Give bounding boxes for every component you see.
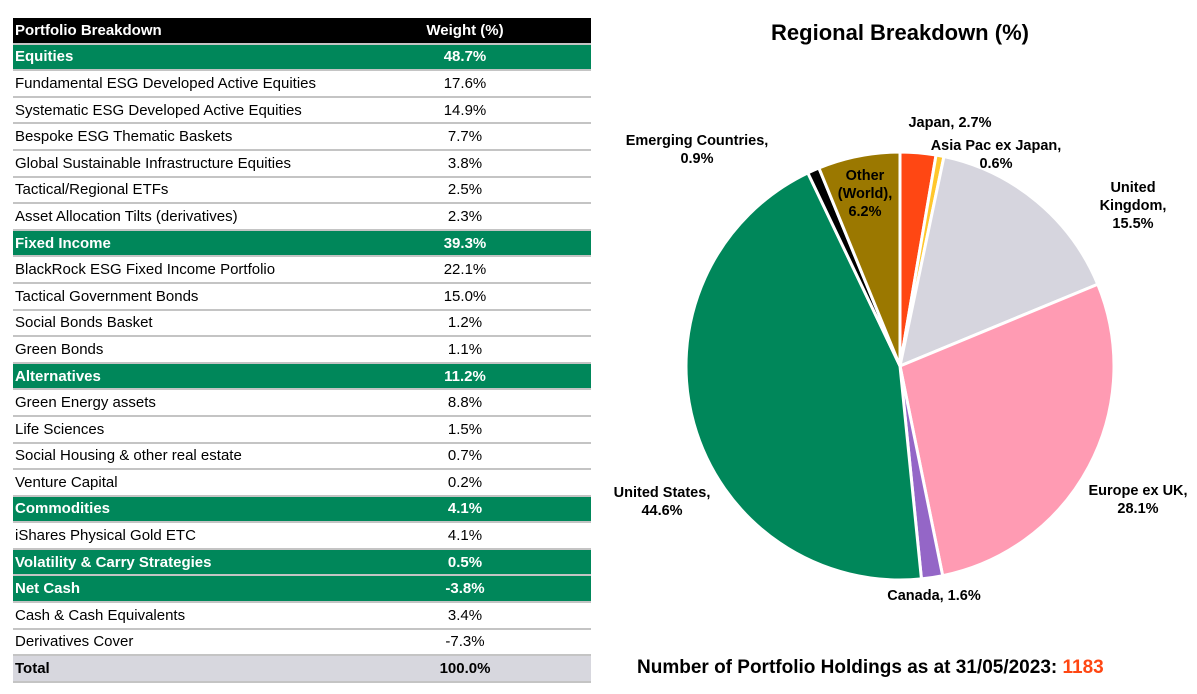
- pie-label-other-world: Other (World), 6.2%: [837, 168, 893, 220]
- pie-slice-united-states: [684, 171, 923, 582]
- row-label: Volatility & Carry Strategies: [13, 548, 389, 577]
- row-label: Tactical Government Bonds: [13, 282, 389, 311]
- table-row: Venture Capital 0.2%: [13, 469, 591, 497]
- row-weight: 1.5%: [389, 415, 591, 444]
- header-weight: Weight (%): [389, 18, 591, 45]
- pie-label-canada: Canada, 1.6%: [887, 588, 981, 604]
- row-label: BlackRock ESG Fixed Income Portfolio: [13, 256, 389, 284]
- holdings-summary: Number of Portfolio Holdings as at 31/05…: [637, 657, 1104, 679]
- pie-label-emerging-countries: Emerging Countries, 0.9%: [625, 133, 769, 167]
- pie-label-united-states: United States, 44.6%: [613, 485, 711, 519]
- table-row: Cash & Cash Equivalents 3.4%: [13, 602, 591, 630]
- row-label: Green Bonds: [13, 336, 389, 364]
- pie-label-united-kingdom: United Kingdom, 15.5%: [1099, 180, 1167, 232]
- table-row: Green Energy assets 8.8%: [13, 389, 591, 417]
- category-row: Net Cash -3.8%: [13, 575, 591, 604]
- row-label: Asset Allocation Tilts (derivatives): [13, 203, 389, 231]
- portfolio-breakdown-table: Portfolio Breakdown Weight (%) Equities 4…: [13, 18, 591, 683]
- row-weight: 3.8%: [389, 149, 591, 178]
- row-label: Fundamental ESG Developed Active Equitie…: [13, 70, 389, 98]
- row-label: Tactical/Regional ETFs: [13, 176, 389, 205]
- table-row: Derivatives Cover -7.3%: [13, 628, 591, 657]
- row-weight: 4.1%: [389, 522, 591, 550]
- row-label: Derivatives Cover: [13, 628, 389, 657]
- category-row: Volatility & Carry Strategies 0.5%: [13, 548, 591, 577]
- row-label: Total: [13, 655, 389, 683]
- pie-label-asia-pac-ex-japan: Asia Pac ex Japan, 0.6%: [930, 138, 1062, 172]
- row-label: Systematic ESG Developed Active Equities: [13, 96, 389, 125]
- pie-slice-united-kingdom: [898, 155, 1100, 368]
- holdings-label: Number of Portfolio Holdings as at 31/05…: [637, 657, 1063, 678]
- category-row: Commodities 4.1%: [13, 495, 591, 524]
- table-row: Social Bonds Basket 1.2%: [13, 309, 591, 338]
- row-label: Commodities: [13, 495, 389, 524]
- row-label: Cash & Cash Equivalents: [13, 602, 389, 630]
- holdings-count: 1183: [1062, 657, 1104, 678]
- table-row: iShares Physical Gold ETC 4.1%: [13, 522, 591, 550]
- regional-pie-chart: [684, 150, 1116, 582]
- table-row: Fundamental ESG Developed Active Equitie…: [13, 70, 591, 98]
- pie-slice-other-world: [817, 150, 902, 368]
- row-weight: 48.7%: [389, 43, 591, 72]
- row-weight: 0.2%: [389, 469, 591, 497]
- row-label: iShares Physical Gold ETC: [13, 522, 389, 550]
- chart-title: Regional Breakdown (%): [771, 20, 1029, 45]
- pie-label-japan: Japan, 2.7%: [908, 115, 992, 131]
- row-label: Bespoke ESG Thematic Baskets: [13, 123, 389, 151]
- table-row: Bespoke ESG Thematic Baskets 7.7%: [13, 123, 591, 151]
- table-row: Global Sustainable Infrastructure Equiti…: [13, 149, 591, 178]
- row-weight: 3.4%: [389, 602, 591, 630]
- table-row: Tactical/Regional ETFs 2.5%: [13, 176, 591, 205]
- table-row: BlackRock ESG Fixed Income Portfolio 22.1…: [13, 256, 591, 284]
- row-label: Net Cash: [13, 575, 389, 604]
- row-weight: -7.3%: [389, 628, 591, 657]
- row-weight: 100.0%: [389, 655, 591, 683]
- row-weight: 2.3%: [389, 203, 591, 231]
- row-weight: 1.2%: [389, 309, 591, 338]
- row-weight: 8.8%: [389, 389, 591, 417]
- row-label: Social Housing & other real estate: [13, 442, 389, 471]
- row-weight: 15.0%: [389, 282, 591, 311]
- row-label: Fixed Income: [13, 229, 389, 258]
- row-label: Equities: [13, 43, 389, 72]
- row-weight: 1.1%: [389, 336, 591, 364]
- table-row: Green Bonds 1.1%: [13, 336, 591, 364]
- table-row: Tactical Government Bonds 15.0%: [13, 282, 591, 311]
- table-header-row: Portfolio Breakdown Weight (%): [13, 18, 591, 45]
- row-label: Global Sustainable Infrastructure Equiti…: [13, 149, 389, 178]
- row-weight: 2.5%: [389, 176, 591, 205]
- row-weight: 22.1%: [389, 256, 591, 284]
- table-row: Life Sciences 1.5%: [13, 415, 591, 444]
- total-row: Total 100.0%: [13, 655, 591, 683]
- row-weight: 39.3%: [389, 229, 591, 258]
- pie-label-europe-ex-uk: Europe ex UK, 28.1%: [1088, 483, 1188, 517]
- table-row: Asset Allocation Tilts (derivatives) 2.3%: [13, 203, 591, 231]
- table-row: Systematic ESG Developed Active Equities…: [13, 96, 591, 125]
- row-weight: 0.5%: [389, 548, 591, 577]
- row-weight: 0.7%: [389, 442, 591, 471]
- row-weight: 14.9%: [389, 96, 591, 125]
- row-weight: -3.8%: [389, 575, 591, 604]
- category-row: Alternatives 11.2%: [13, 362, 591, 391]
- category-row: Fixed Income 39.3%: [13, 229, 591, 258]
- header-portfolio-breakdown: Portfolio Breakdown: [13, 18, 389, 45]
- row-label: Life Sciences: [13, 415, 389, 444]
- category-row: Equities 48.7%: [13, 43, 591, 72]
- row-label: Social Bonds Basket: [13, 309, 389, 338]
- table-row: Social Housing & other real estate 0.7%: [13, 442, 591, 471]
- row-weight: 11.2%: [389, 362, 591, 391]
- row-weight: 4.1%: [389, 495, 591, 524]
- row-weight: 17.6%: [389, 70, 591, 98]
- row-label: Venture Capital: [13, 469, 389, 497]
- row-label: Alternatives: [13, 362, 389, 391]
- row-weight: 7.7%: [389, 123, 591, 151]
- row-label: Green Energy assets: [13, 389, 389, 417]
- pie-slice-europe-ex-uk: [898, 282, 1116, 578]
